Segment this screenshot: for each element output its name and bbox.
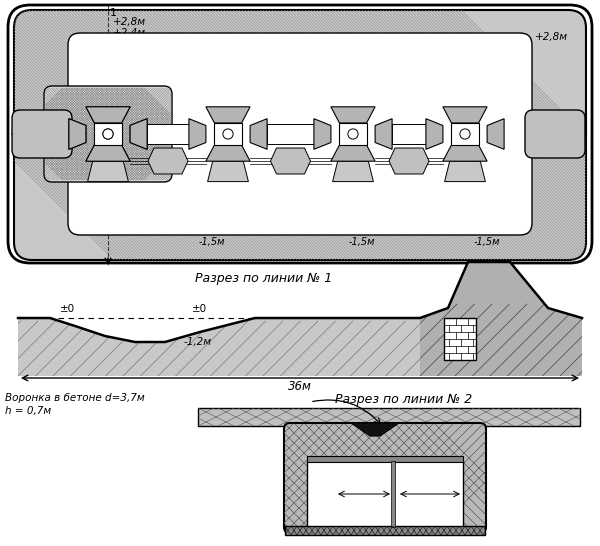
Text: +3м: +3м xyxy=(284,132,306,142)
Polygon shape xyxy=(426,118,443,149)
Text: 3м: 3м xyxy=(422,490,434,498)
Text: 1,5м: 1,5м xyxy=(340,509,361,519)
Text: 1,5м: 1,5м xyxy=(314,490,335,498)
FancyBboxPatch shape xyxy=(284,423,486,533)
FancyBboxPatch shape xyxy=(525,110,585,158)
Text: 3/4: 3/4 xyxy=(431,122,445,130)
Text: -1,2м: -1,2м xyxy=(80,165,108,175)
FancyBboxPatch shape xyxy=(14,10,586,260)
Text: 2м: 2м xyxy=(309,490,322,498)
Text: 3/4: 3/4 xyxy=(398,122,412,130)
Circle shape xyxy=(348,129,358,139)
Polygon shape xyxy=(148,148,188,174)
Polygon shape xyxy=(208,161,248,182)
Text: ±0: ±0 xyxy=(458,115,472,125)
Text: ±0: ±0 xyxy=(193,304,208,314)
Polygon shape xyxy=(420,262,582,376)
Polygon shape xyxy=(351,423,399,436)
Polygon shape xyxy=(130,118,147,149)
Text: ±0: ±0 xyxy=(185,228,198,236)
Polygon shape xyxy=(267,124,314,144)
Polygon shape xyxy=(86,145,130,161)
Polygon shape xyxy=(443,145,487,161)
Bar xyxy=(451,123,479,145)
Text: ±0: ±0 xyxy=(221,132,235,142)
Text: ±0: ±0 xyxy=(346,115,360,125)
Text: 2,5м: 2,5м xyxy=(440,490,461,498)
Polygon shape xyxy=(86,145,130,161)
Circle shape xyxy=(223,129,233,139)
Bar xyxy=(285,526,485,535)
Bar xyxy=(198,408,580,426)
Text: +0: +0 xyxy=(221,115,235,125)
Circle shape xyxy=(103,129,113,139)
Text: ±0: ±0 xyxy=(335,228,348,236)
Polygon shape xyxy=(86,107,130,123)
Polygon shape xyxy=(487,118,504,149)
Text: -1,5м: -1,5м xyxy=(199,237,226,247)
Bar xyxy=(444,318,476,360)
Text: +2,8м: +2,8м xyxy=(10,128,50,140)
FancyBboxPatch shape xyxy=(8,5,592,263)
Text: ±0: ±0 xyxy=(458,132,472,142)
Polygon shape xyxy=(250,118,267,149)
Polygon shape xyxy=(69,118,86,149)
Polygon shape xyxy=(189,118,206,149)
Polygon shape xyxy=(69,118,86,149)
Text: 3/4: 3/4 xyxy=(271,122,285,130)
Text: Разрез по линии № 1: Разрез по линии № 1 xyxy=(195,272,332,285)
FancyBboxPatch shape xyxy=(68,33,532,235)
Polygon shape xyxy=(206,145,250,161)
Polygon shape xyxy=(86,107,130,123)
Text: -1,2м: -1,2м xyxy=(184,337,212,347)
Polygon shape xyxy=(147,124,189,144)
Polygon shape xyxy=(18,262,582,376)
Text: 36м: 36м xyxy=(288,380,312,393)
Bar xyxy=(94,123,122,145)
Text: +2,8м: +2,8м xyxy=(548,128,588,140)
Bar xyxy=(307,461,463,527)
Text: +2,8м: +2,8м xyxy=(484,278,520,288)
Circle shape xyxy=(460,129,470,139)
Polygon shape xyxy=(392,124,426,144)
Polygon shape xyxy=(331,107,375,123)
Polygon shape xyxy=(389,148,429,174)
FancyBboxPatch shape xyxy=(44,86,172,182)
Polygon shape xyxy=(271,148,311,174)
Text: Воронка в бетоне d=3,7м: Воронка в бетоне d=3,7м xyxy=(5,393,145,403)
Text: -1,5м: -1,5м xyxy=(349,237,376,247)
Text: h = 0,7м: h = 0,7м xyxy=(5,406,51,416)
Polygon shape xyxy=(130,118,147,149)
Polygon shape xyxy=(206,107,250,123)
Text: +2,8м: +2,8м xyxy=(535,32,568,42)
Text: -1,5м: -1,5м xyxy=(474,237,500,247)
Text: ±0: ±0 xyxy=(460,228,473,236)
Text: ±0: ±0 xyxy=(61,304,76,314)
Text: -8,5м: -8,5м xyxy=(282,121,308,131)
FancyBboxPatch shape xyxy=(12,110,72,158)
Polygon shape xyxy=(332,161,373,182)
Polygon shape xyxy=(375,118,392,149)
Text: Разрез по линии № 2: Разрез по линии № 2 xyxy=(335,393,472,406)
Polygon shape xyxy=(88,161,128,182)
Text: 1: 1 xyxy=(110,8,117,18)
Polygon shape xyxy=(445,161,485,182)
Text: ±0: ±0 xyxy=(101,132,115,142)
Bar xyxy=(391,461,395,527)
Polygon shape xyxy=(331,145,375,161)
Polygon shape xyxy=(443,107,487,123)
Bar xyxy=(340,123,367,145)
Circle shape xyxy=(103,129,113,139)
Bar xyxy=(214,123,242,145)
Bar xyxy=(94,123,122,145)
Text: +3м: +3м xyxy=(409,121,431,131)
Text: +2,8м: +2,8м xyxy=(113,17,146,27)
Text: +2,4м: +2,4м xyxy=(113,28,146,38)
Polygon shape xyxy=(314,118,331,149)
Text: ±0: ±0 xyxy=(346,132,360,142)
Bar xyxy=(307,456,463,462)
Text: 3/4: 3/4 xyxy=(306,122,320,130)
